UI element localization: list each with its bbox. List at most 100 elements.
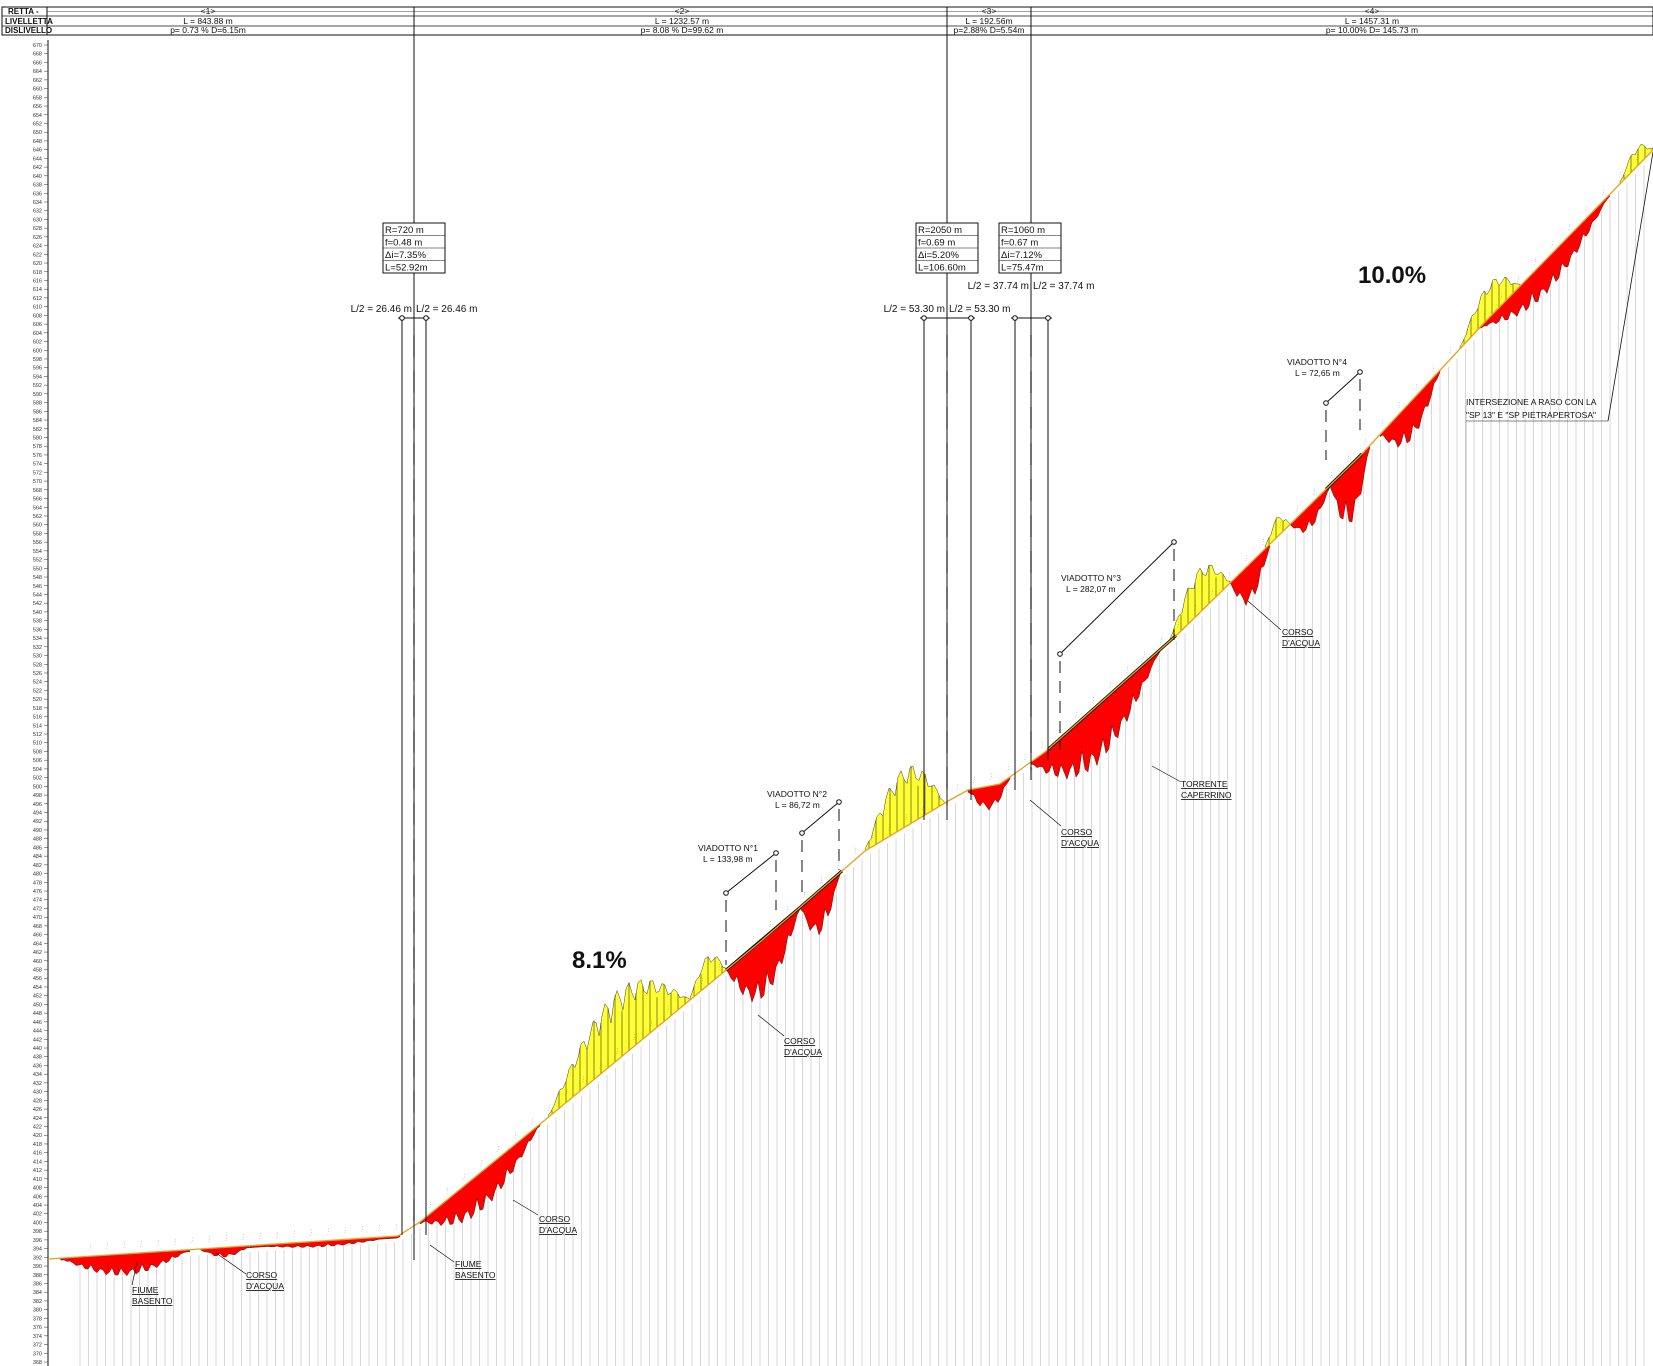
svg-text:554: 554 bbox=[33, 549, 42, 555]
curve-1-length: L=52.92m bbox=[385, 263, 428, 274]
svg-text:. . .: . . . bbox=[868, 834, 874, 841]
viaduct-1-name: VIADOTTO N°1 bbox=[698, 843, 758, 853]
crossing-2-line-1: CORSO bbox=[246, 1270, 278, 1280]
svg-text:. . .: . . . bbox=[1565, 223, 1571, 230]
svg-text:. . .: . . . bbox=[664, 1005, 670, 1012]
svg-text:654: 654 bbox=[33, 113, 42, 119]
vertical-curve-boxes: R=720 m f=0.48 m Δi=7.35% L=52.92m L/2 =… bbox=[351, 222, 1094, 315]
svg-text:508: 508 bbox=[33, 749, 42, 755]
svg-text:. . .: . . . bbox=[1055, 727, 1061, 734]
viaduct-4-name: VIADOTTO N°4 bbox=[1287, 357, 1347, 367]
svg-text:. . .: . . . bbox=[681, 991, 687, 998]
svg-text:. . .: . . . bbox=[1242, 555, 1248, 562]
svg-text:452: 452 bbox=[33, 994, 42, 1000]
crossing-corso-acqua-3: CORSO D'ACQUA bbox=[757, 1014, 822, 1057]
curve-3-radius: R=1060 m bbox=[1001, 225, 1045, 236]
svg-text:640: 640 bbox=[33, 174, 42, 180]
svg-text:530: 530 bbox=[33, 654, 42, 660]
svg-text:. . .: . . . bbox=[698, 977, 704, 984]
svg-text:418: 418 bbox=[33, 1142, 42, 1148]
svg-text:414: 414 bbox=[33, 1159, 42, 1165]
svg-text:620: 620 bbox=[33, 261, 42, 267]
svg-text:. . .: . . . bbox=[188, 1237, 194, 1244]
svg-text:406: 406 bbox=[33, 1194, 42, 1200]
svg-text:436: 436 bbox=[33, 1063, 42, 1069]
crossing-6-line-2: D'ACQUA bbox=[1061, 838, 1099, 848]
station-labels: . . . . . . . . . . . . . . . . . . . . . . . .… bbox=[86, 154, 1639, 1251]
svg-text:. . .: . . . bbox=[1616, 171, 1622, 178]
svg-text:484: 484 bbox=[33, 854, 42, 860]
crossing-torrente-caperrino: TORRENTE CAPERRINO bbox=[1151, 765, 1232, 800]
svg-text:. . .: . . . bbox=[1021, 753, 1027, 760]
svg-text:494: 494 bbox=[33, 811, 42, 817]
segment-1-id: <1> bbox=[201, 6, 216, 16]
svg-text:476: 476 bbox=[33, 889, 42, 895]
svg-text:. . .: . . . bbox=[885, 824, 891, 831]
segment-3-id: <3> bbox=[982, 6, 997, 16]
curve-2-half-left: L/2 = 53.30 m bbox=[884, 304, 945, 315]
intersection-note: INTERSEZIONE A RASO CON LA "SP 13" E "SP… bbox=[1465, 151, 1653, 1366]
header-table: RETTA - LIVELLETTA DISLIVELLO <1> L = 84… bbox=[1, 6, 1653, 36]
svg-text:522: 522 bbox=[33, 688, 42, 694]
svg-text:600: 600 bbox=[33, 348, 42, 354]
svg-text:460: 460 bbox=[33, 959, 42, 965]
station-lines bbox=[79, 165, 1645, 1366]
svg-text:426: 426 bbox=[33, 1107, 42, 1113]
svg-text:526: 526 bbox=[33, 671, 42, 677]
svg-text:. . .: . . . bbox=[86, 1243, 92, 1250]
svg-text:474: 474 bbox=[33, 898, 42, 904]
svg-text:662: 662 bbox=[33, 78, 42, 84]
curve-1-f: f=0.48 m bbox=[385, 238, 422, 249]
svg-text:524: 524 bbox=[33, 680, 42, 686]
svg-text:626: 626 bbox=[33, 235, 42, 241]
svg-text:634: 634 bbox=[33, 200, 42, 206]
svg-text:658: 658 bbox=[33, 95, 42, 101]
svg-text:394: 394 bbox=[33, 1247, 42, 1253]
svg-text:446: 446 bbox=[33, 1020, 42, 1026]
svg-text:402: 402 bbox=[33, 1212, 42, 1218]
svg-text:. . .: . . . bbox=[171, 1238, 177, 1245]
header-row-label-retta: RETTA - bbox=[8, 7, 39, 16]
svg-text:. . .: . . . bbox=[1531, 258, 1537, 265]
svg-text:598: 598 bbox=[33, 357, 42, 363]
svg-text:. . .: . . . bbox=[256, 1232, 262, 1239]
svg-text:. . .: . . . bbox=[749, 935, 755, 942]
svg-text:. . .: . . . bbox=[1123, 666, 1129, 673]
svg-text:442: 442 bbox=[33, 1037, 42, 1043]
svg-text:. . .: . . . bbox=[1344, 455, 1350, 462]
svg-text:. . .: . . . bbox=[1174, 621, 1180, 628]
svg-text:496: 496 bbox=[33, 802, 42, 808]
svg-text:606: 606 bbox=[33, 322, 42, 328]
svg-text:660: 660 bbox=[33, 87, 42, 93]
svg-text:650: 650 bbox=[33, 130, 42, 136]
curve-1-half-left: L/2 = 26.46 m bbox=[351, 304, 412, 315]
vertical-curve-1: R=720 m f=0.48 m Δi=7.35% L=52.92m L/2 =… bbox=[351, 222, 477, 315]
crossing-labels: FIUME BASENTO CORSO D'ACQUA FIUME BASENT… bbox=[131, 600, 1320, 1306]
svg-text:378: 378 bbox=[33, 1316, 42, 1322]
svg-text:372: 372 bbox=[33, 1343, 42, 1349]
svg-text:618: 618 bbox=[33, 270, 42, 276]
svg-text:552: 552 bbox=[33, 558, 42, 564]
svg-text:. . .: . . . bbox=[1480, 310, 1486, 317]
svg-text:. . .: . . . bbox=[1225, 571, 1231, 578]
svg-text:. . .: . . . bbox=[579, 1076, 585, 1083]
svg-text:. . .: . . . bbox=[1378, 420, 1384, 427]
terrain-profile bbox=[47, 143, 1653, 1277]
svg-text:564: 564 bbox=[33, 505, 42, 511]
segment-2-slope: p= 8.08 % D=99.62 m bbox=[641, 25, 724, 35]
svg-text:390: 390 bbox=[33, 1264, 42, 1270]
svg-text:648: 648 bbox=[33, 139, 42, 145]
svg-text:652: 652 bbox=[33, 121, 42, 127]
svg-text:384: 384 bbox=[33, 1290, 42, 1296]
svg-text:380: 380 bbox=[33, 1308, 42, 1314]
svg-text:520: 520 bbox=[33, 697, 42, 703]
svg-text:644: 644 bbox=[33, 156, 42, 162]
crossing-fiume-basento-1: FIUME BASENTO bbox=[131, 1261, 173, 1306]
svg-text:480: 480 bbox=[33, 872, 42, 878]
svg-text:584: 584 bbox=[33, 418, 42, 424]
svg-text:464: 464 bbox=[33, 941, 42, 947]
crossing-8-line-1: CORSO bbox=[1282, 627, 1314, 637]
crossing-7-line-1: TORRENTE bbox=[1181, 779, 1228, 789]
svg-text:408: 408 bbox=[33, 1186, 42, 1192]
crossing-2-line-2: D'ACQUA bbox=[246, 1281, 284, 1291]
